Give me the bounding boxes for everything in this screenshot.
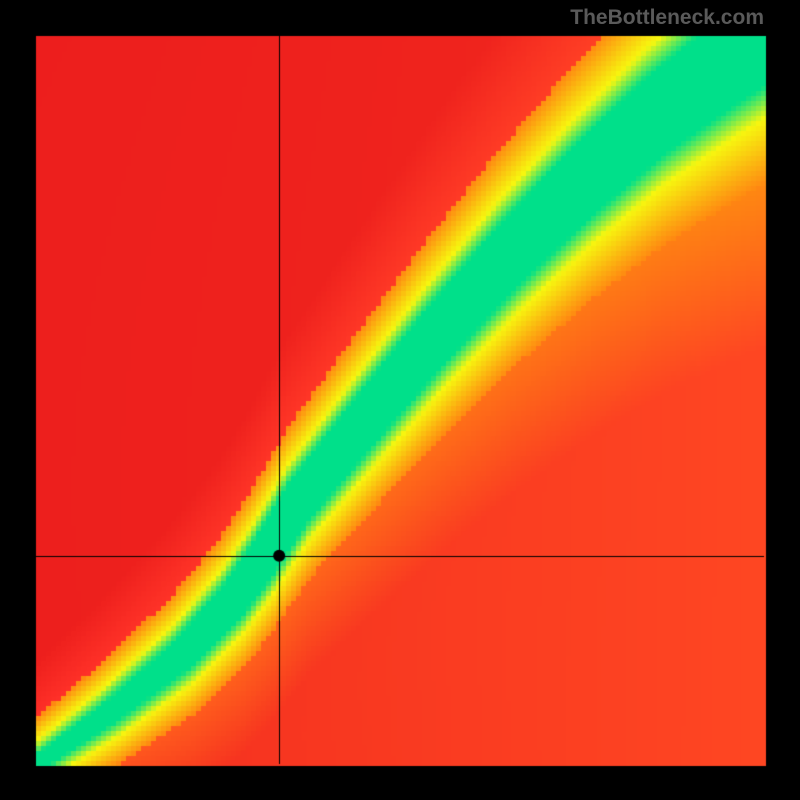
bottleneck-heatmap <box>0 0 800 800</box>
figure-container: TheBottleneck.com <box>0 0 800 800</box>
watermark-text: TheBottleneck.com <box>570 6 764 30</box>
